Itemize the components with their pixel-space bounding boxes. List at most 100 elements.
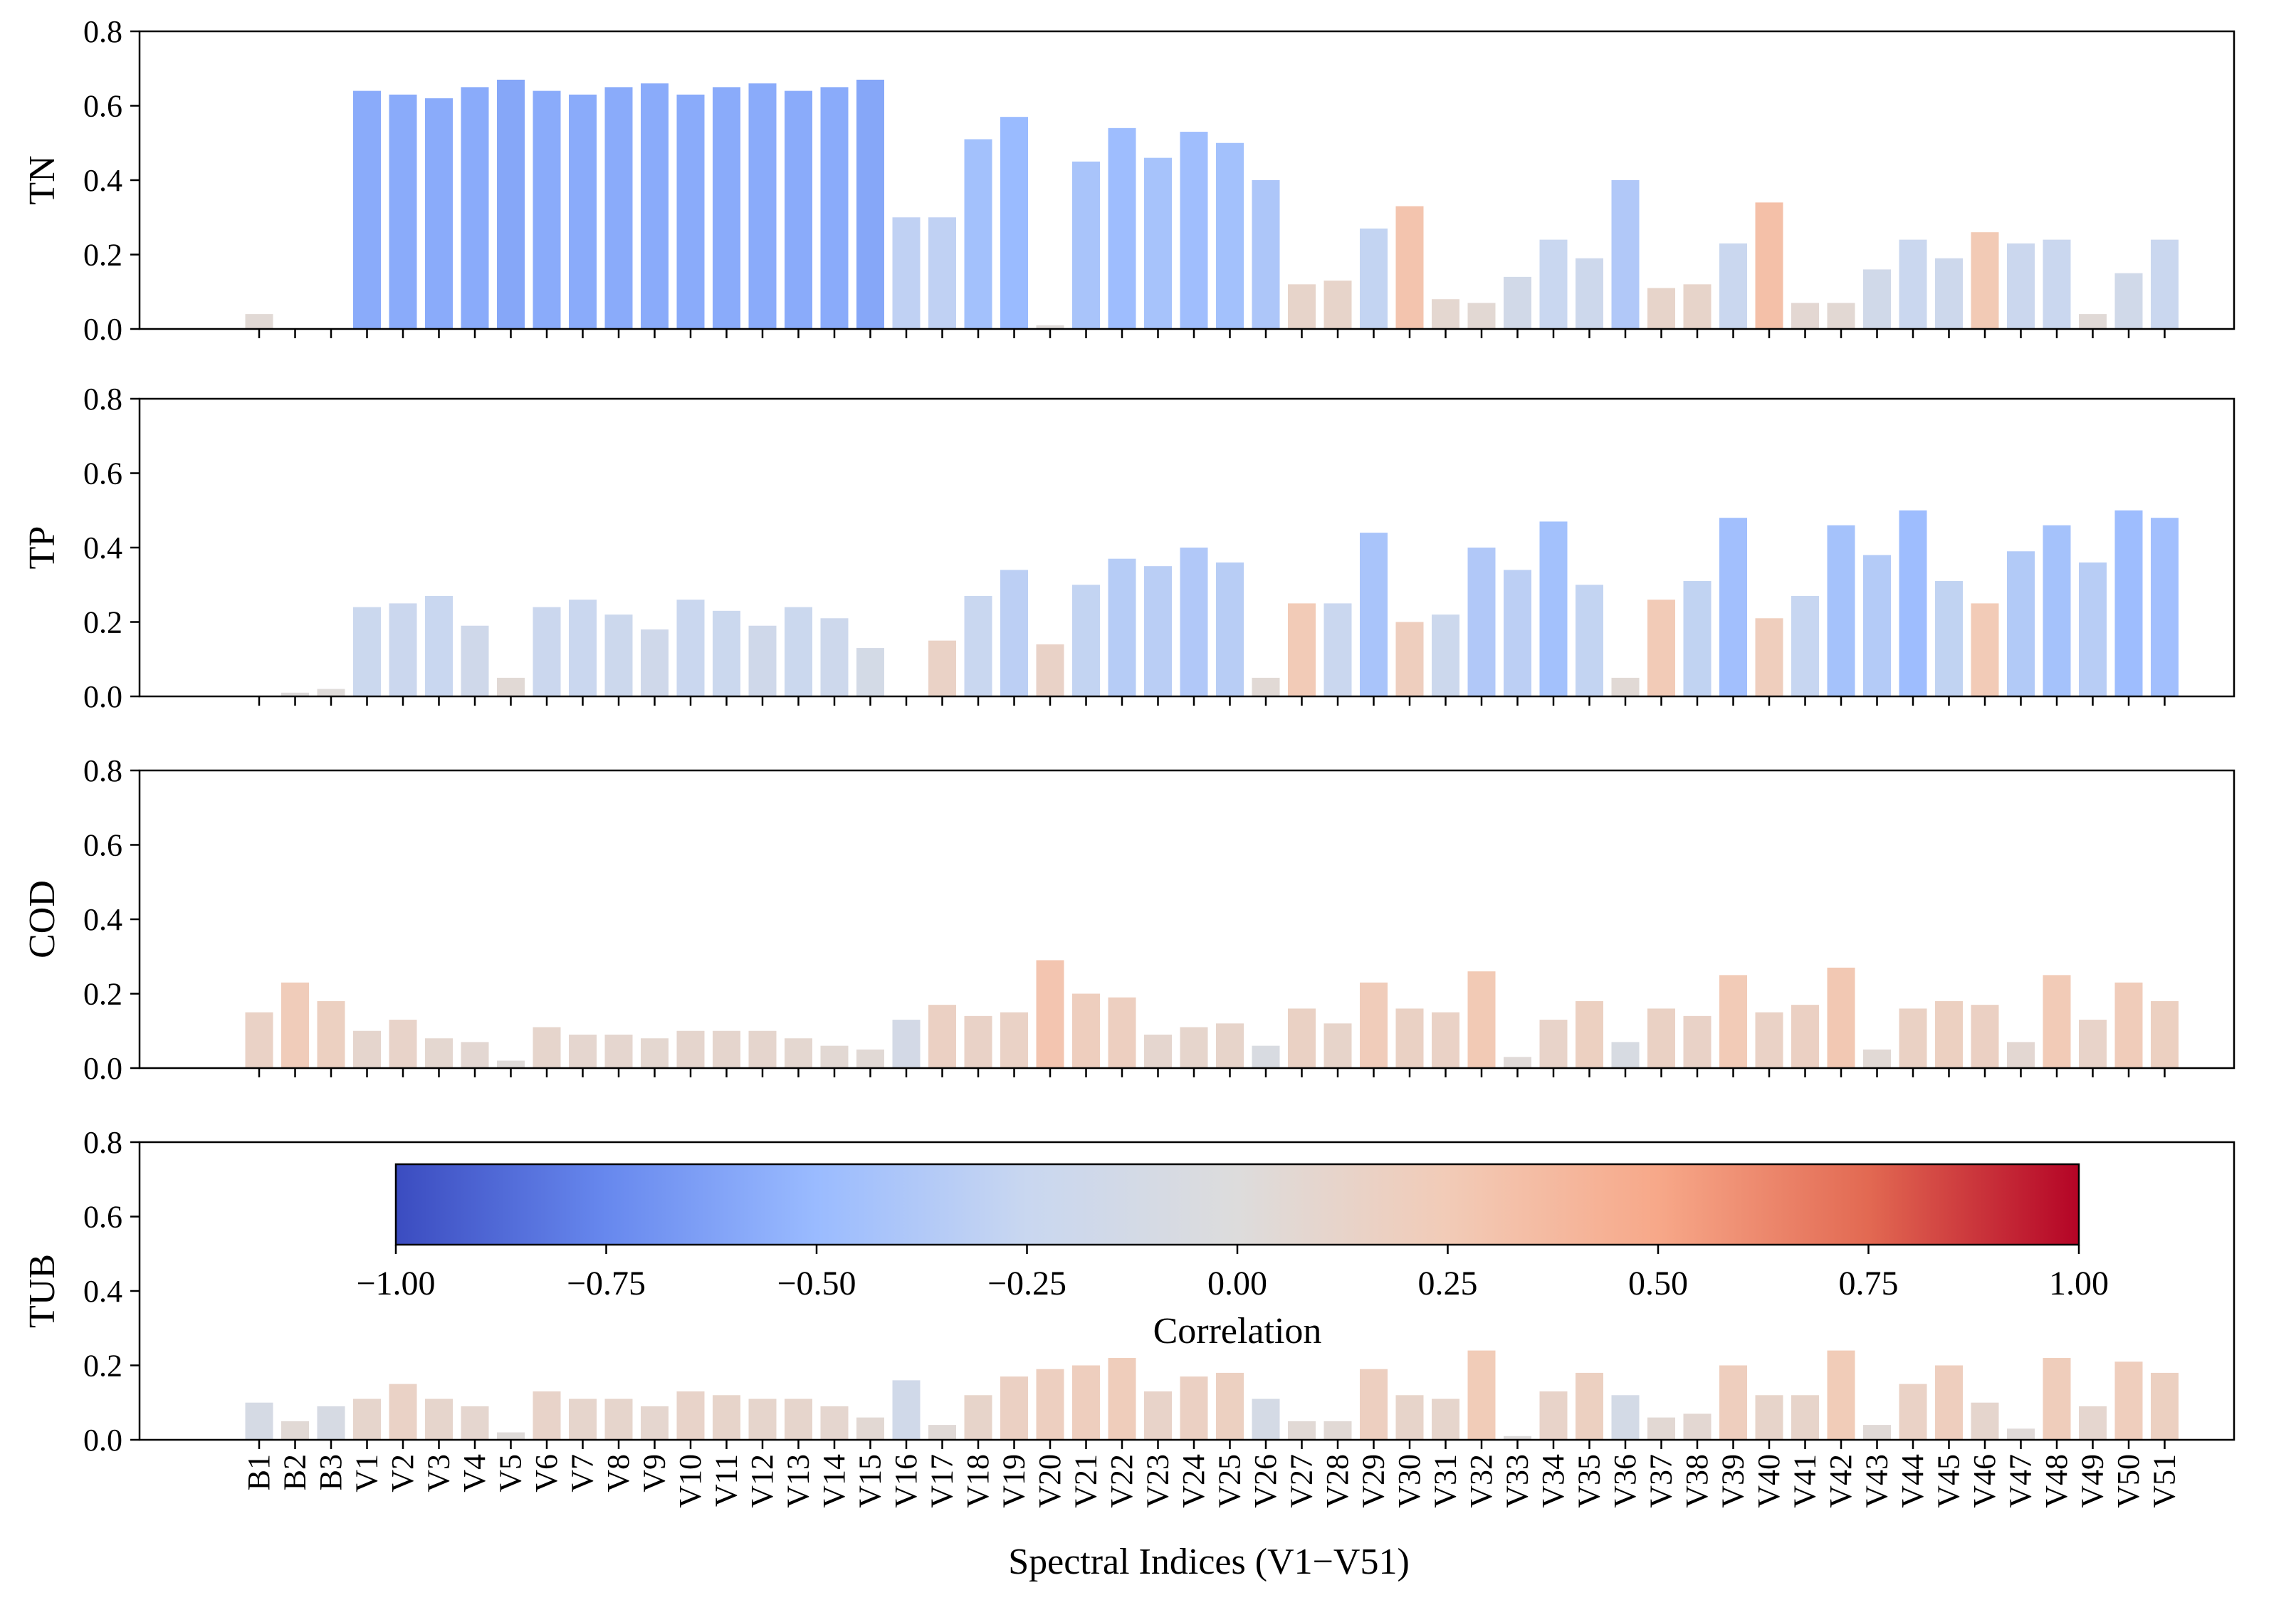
x-tick-label-V23: V23 (1141, 1454, 1175, 1508)
x-tick-label-V33: V33 (1500, 1454, 1535, 1508)
x-tick-label-V51: V51 (2147, 1454, 2182, 1508)
bar-TN-V36 (1611, 180, 1640, 329)
y-axis-label-COD: COD (22, 880, 63, 958)
bar-COD-V28 (1323, 1023, 1352, 1068)
bar-COD-V5 (497, 1060, 525, 1068)
y-tick-label: 0.8 (83, 14, 122, 49)
bar-COD-V45 (1935, 1000, 1963, 1068)
bar-TUB-V50 (2114, 1361, 2143, 1440)
bar-TN-V43 (1863, 269, 1891, 329)
bar-TP-V17 (928, 640, 956, 696)
x-tick-label-V25: V25 (1212, 1454, 1247, 1508)
bar-TUB-V34 (1539, 1391, 1568, 1440)
bar-COD-V30 (1395, 1008, 1424, 1068)
bar-COD-V7 (569, 1034, 597, 1068)
bar-TUB-B1 (245, 1402, 273, 1440)
bar-TUB-V17 (928, 1425, 956, 1440)
bar-COD-V20 (1036, 960, 1064, 1068)
bar-COD-V43 (1863, 1049, 1891, 1069)
x-tick-label-V7: V7 (565, 1454, 600, 1492)
x-tick-label-V13: V13 (781, 1454, 816, 1508)
x-tick-label-V31: V31 (1428, 1454, 1463, 1508)
bar-TN-V31 (1432, 299, 1459, 329)
bar-TP-V13 (785, 607, 812, 696)
bar-COD-V32 (1467, 971, 1496, 1068)
bar-TP-V9 (641, 629, 669, 696)
colorbar-tick-label: 0.25 (1418, 1265, 1478, 1302)
bar-COD-V46 (1971, 1005, 1999, 1068)
x-tick-label-V29: V29 (1356, 1454, 1391, 1508)
y-tick-label: 0.4 (83, 902, 122, 937)
bar-TN-V18 (964, 139, 992, 329)
bar-TUB-V51 (2151, 1372, 2179, 1440)
colorbar-tick-label: 1.00 (2049, 1265, 2109, 1302)
bar-TP-V47 (2007, 551, 2035, 697)
x-tick-label-B2: B2 (278, 1454, 313, 1490)
y-axis-label-TP: TP (22, 526, 63, 570)
bar-TN-V4 (461, 87, 489, 330)
x-tick-label-V45: V45 (1931, 1454, 1966, 1508)
bar-TUB-V7 (569, 1399, 597, 1440)
y-tick-label: 0.6 (83, 828, 122, 863)
x-tick-label-V2: V2 (385, 1454, 420, 1492)
bar-TN-V33 (1504, 276, 1531, 329)
x-tick-label-V48: V48 (2039, 1454, 2074, 1508)
bar-TN-V23 (1144, 157, 1172, 329)
x-tick-label-V40: V40 (1751, 1454, 1786, 1508)
x-tick-label-V1: V1 (350, 1454, 384, 1492)
bar-TUB-V20 (1036, 1369, 1064, 1440)
bar-TP-V50 (2114, 510, 2143, 696)
bar-TUB-V22 (1108, 1358, 1136, 1440)
bar-TUB-V15 (856, 1417, 884, 1440)
bar-TN-V8 (604, 87, 633, 330)
y-tick-label: 0.2 (83, 977, 122, 1012)
bar-TP-V5 (497, 677, 525, 697)
bar-TN-V5 (497, 79, 525, 330)
bar-COD-V16 (892, 1020, 921, 1068)
bar-TP-V21 (1072, 585, 1100, 696)
bar-TP-V24 (1180, 548, 1208, 696)
bar-TN-V13 (785, 90, 812, 329)
bar-COD-B2 (281, 982, 309, 1068)
bar-TUB-V6 (533, 1391, 561, 1440)
bar-COD-V51 (2151, 1000, 2179, 1068)
x-axis-label: Spectral Indices (V1−V51) (1008, 1542, 1410, 1582)
bar-TP-V28 (1323, 603, 1352, 697)
x-tick-label-V4: V4 (457, 1454, 492, 1492)
bar-TP-V23 (1144, 566, 1172, 696)
bar-TUB-V24 (1180, 1376, 1208, 1440)
bar-COD-V15 (856, 1049, 884, 1069)
x-tick-label-V16: V16 (888, 1454, 923, 1508)
bar-COD-V29 (1360, 982, 1388, 1068)
x-tick-label-V22: V22 (1104, 1454, 1139, 1508)
bar-TN-V26 (1252, 180, 1280, 329)
bar-TUB-V8 (604, 1399, 633, 1440)
bar-TN-V24 (1180, 132, 1208, 329)
x-tick-label-V39: V39 (1716, 1454, 1751, 1508)
bar-TUB-V35 (1576, 1372, 1603, 1440)
bar-TUB-B3 (317, 1406, 345, 1440)
bar-TP-B2 (281, 692, 309, 696)
bar-TP-V48 (2043, 525, 2071, 696)
bar-TN-V46 (1971, 232, 1999, 329)
bar-COD-V31 (1432, 1012, 1459, 1068)
bar-TUB-V3 (425, 1399, 453, 1440)
bar-COD-V47 (2007, 1042, 2035, 1068)
bar-TUB-V32 (1467, 1350, 1496, 1440)
bar-TN-V49 (2079, 314, 2107, 329)
bar-TUB-V12 (748, 1399, 777, 1440)
bar-COD-V35 (1576, 1000, 1603, 1068)
bar-TN-B1 (245, 314, 273, 329)
bar-TP-V46 (1971, 603, 1999, 697)
bar-COD-V19 (1000, 1012, 1028, 1068)
bar-TN-V7 (569, 94, 597, 329)
y-tick-label: 0.2 (83, 605, 122, 640)
bar-TUB-V13 (785, 1399, 812, 1440)
bar-TUB-V26 (1252, 1399, 1280, 1440)
bar-TP-V41 (1791, 595, 1819, 696)
bar-TP-V19 (1000, 570, 1028, 696)
bar-TN-V44 (1899, 239, 1927, 329)
y-axis-label-TUB: TUB (22, 1254, 63, 1328)
x-tick-label-V5: V5 (493, 1454, 528, 1492)
bar-TUB-V37 (1647, 1417, 1675, 1440)
